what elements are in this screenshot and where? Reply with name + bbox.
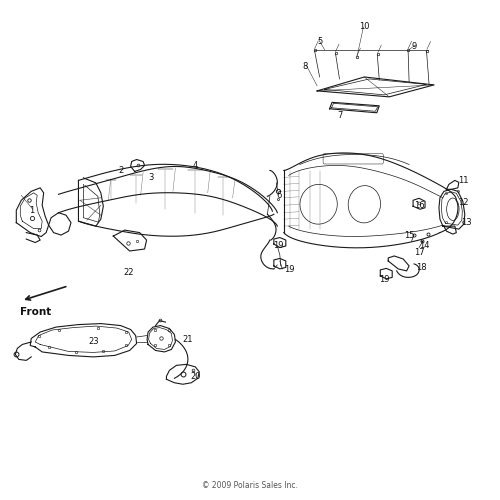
Text: 19: 19	[379, 276, 390, 284]
Text: 15: 15	[404, 230, 414, 239]
Text: 19: 19	[284, 266, 295, 274]
Text: 7: 7	[337, 112, 342, 120]
Text: 5: 5	[317, 36, 322, 46]
Text: 17: 17	[414, 248, 424, 257]
Text: 3: 3	[148, 174, 153, 182]
Text: 12: 12	[458, 198, 469, 207]
Text: 13: 13	[461, 218, 471, 227]
Text: 1: 1	[28, 206, 34, 214]
Text: 4: 4	[192, 161, 198, 170]
Text: 14: 14	[419, 240, 430, 250]
Text: 16: 16	[414, 200, 424, 210]
Text: 9: 9	[412, 42, 416, 50]
Text: 23: 23	[88, 338, 99, 346]
Text: © 2009 Polaris Sales Inc.: © 2009 Polaris Sales Inc.	[202, 480, 298, 490]
Text: 19: 19	[274, 240, 284, 250]
Text: 18: 18	[416, 263, 427, 272]
Text: 11: 11	[458, 176, 469, 185]
Text: 22: 22	[123, 268, 134, 277]
Text: 21: 21	[182, 335, 193, 344]
Text: 2: 2	[118, 166, 124, 175]
Text: 10: 10	[359, 22, 370, 31]
Text: Front: Front	[20, 307, 52, 317]
Text: 20: 20	[190, 372, 200, 382]
Text: 6: 6	[276, 191, 281, 200]
Text: 8: 8	[302, 62, 308, 70]
